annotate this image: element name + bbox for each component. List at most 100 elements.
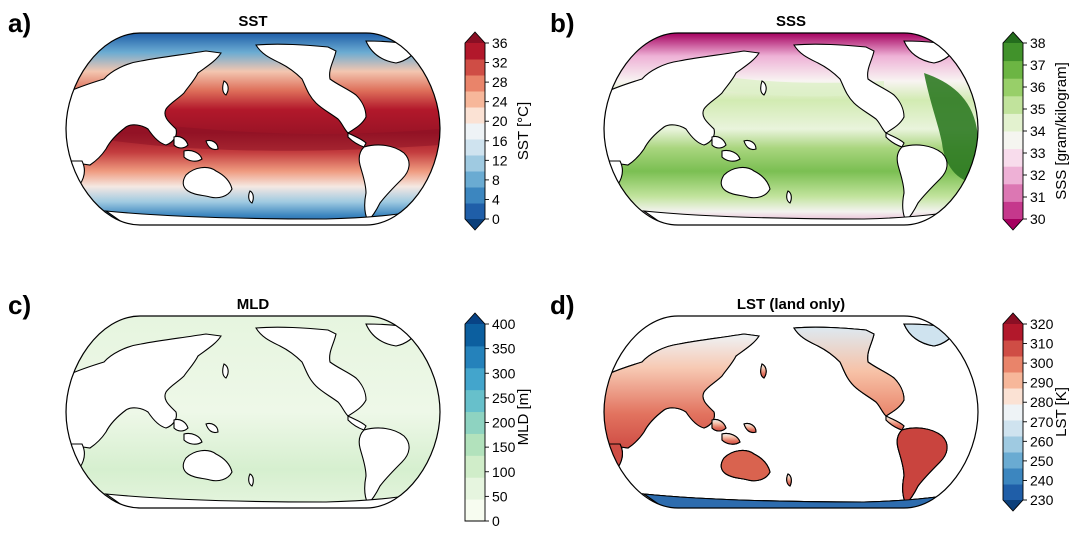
colorbar-tick-label: 35 xyxy=(1030,101,1046,117)
colorbar-tick-label: 31 xyxy=(1030,189,1046,205)
colorbar-tick-label: 150 xyxy=(492,439,516,455)
colorbar-segment xyxy=(465,345,485,369)
colorbar: 230 240 250 260 270 280 290 300 310 320 LST [K] xyxy=(1002,312,1070,512)
colorbar-tick-label: 4 xyxy=(492,191,500,207)
colorbar-segment xyxy=(465,433,485,456)
map xyxy=(603,315,979,509)
map-frame xyxy=(603,32,979,226)
colorbar-segment xyxy=(1003,201,1023,220)
colorbar-segment xyxy=(465,203,485,220)
colorbar-tick-label: 250 xyxy=(492,390,516,406)
colorbar-tick-label: 8 xyxy=(492,172,500,188)
colorbar-segment xyxy=(465,477,485,500)
colorbar-tick-label: 12 xyxy=(492,152,508,168)
colorbar-segment xyxy=(1003,340,1023,357)
colorbar-segment xyxy=(465,91,485,108)
colorbar-segment xyxy=(1003,452,1023,469)
colorbar-segment xyxy=(1003,131,1023,150)
panel-letter: d) xyxy=(550,290,575,320)
map xyxy=(603,32,979,226)
panel-4: d) LST (land only) 230 240 250 260 270 280 290 30… xyxy=(550,290,1070,512)
panel-title: SSS xyxy=(776,13,806,30)
panel-2: b) SSS 30 31 32 33 34 35 36 37 38 SSS [gram/kilogra… xyxy=(550,8,1070,231)
map-frame xyxy=(65,315,441,509)
colorbar-segment xyxy=(465,187,485,204)
colorbar-tick-label: 34 xyxy=(1030,123,1046,139)
colorbar-tick-label: 33 xyxy=(1030,145,1046,161)
colorbar-segment xyxy=(1003,356,1023,373)
colorbar-tick-label: 36 xyxy=(1030,79,1046,95)
colorbar-tick-label: 290 xyxy=(1030,375,1054,391)
colorbar-tick-label: 38 xyxy=(1030,35,1046,51)
colorbar-segment xyxy=(1003,95,1023,114)
colorbar-tick-label: 32 xyxy=(1030,167,1046,183)
colorbar-segment xyxy=(465,171,485,188)
colorbar-segment xyxy=(1003,113,1023,132)
colorbar-tick-label: 0 xyxy=(492,211,500,227)
colorbar: 0 50 100 150 200 250 300 350 400 MLD [m] xyxy=(464,312,532,529)
colorbar-extend-min xyxy=(1003,500,1023,511)
colorbar-extend-max xyxy=(1003,32,1023,43)
colorbar-extend-max xyxy=(1003,313,1023,324)
colorbar-tick-label: 24 xyxy=(492,94,508,110)
colorbar-tick-label: 20 xyxy=(492,113,508,129)
colorbar-tick-label: 350 xyxy=(492,341,516,357)
colorbar-segment xyxy=(465,139,485,156)
colorbar-tick-label: 300 xyxy=(1030,355,1054,371)
colorbar-tick-label: 250 xyxy=(1030,453,1054,469)
colorbar-extend-max xyxy=(465,32,485,43)
colorbar-label: SST [°C] xyxy=(515,102,532,160)
colorbar-segment xyxy=(1003,78,1023,97)
colorbar-segment xyxy=(465,367,485,391)
panel-letter: c) xyxy=(8,290,31,320)
colorbar-tick-label: 230 xyxy=(1030,492,1054,508)
colorbar-segment xyxy=(1003,484,1023,501)
colorbar-segment xyxy=(465,389,485,413)
colorbar-segment xyxy=(1003,436,1023,453)
map xyxy=(65,315,441,509)
colorbar-segment xyxy=(465,43,485,60)
colorbar: 0 4 8 12 16 20 24 28 32 36 SST [°C] xyxy=(464,31,532,231)
colorbar-segment xyxy=(1003,404,1023,421)
colorbar-segment xyxy=(465,324,485,347)
colorbar-segment xyxy=(1003,183,1023,202)
colorbar-tick-label: 260 xyxy=(1030,433,1054,449)
panel-title: LST (land only) xyxy=(737,296,845,313)
colorbar-label: MLD [m] xyxy=(515,389,532,446)
colorbar-segment xyxy=(465,499,485,522)
colorbar-tick-label: 310 xyxy=(1030,336,1054,352)
colorbar-segment xyxy=(1003,372,1023,389)
panel-title: MLD xyxy=(237,296,270,313)
colorbar-tick-label: 400 xyxy=(492,316,516,332)
colorbar-extend-max xyxy=(465,313,485,324)
panel-1: a) SST 0 4 8 12 16 20 24 28 32 36 SST [°C] xyxy=(8,8,532,231)
colorbar-tick-label: 300 xyxy=(492,365,516,381)
colorbar-segment xyxy=(1003,166,1023,185)
colorbar-label: SSS [gram/kilogram] xyxy=(1053,62,1070,200)
colorbar-tick-label: 280 xyxy=(1030,394,1054,410)
panel-letter: b) xyxy=(550,8,575,38)
colorbar-tick-label: 0 xyxy=(492,513,500,529)
colorbar-segment xyxy=(465,123,485,140)
colorbar-segment xyxy=(1003,420,1023,437)
colorbar-tick-label: 32 xyxy=(492,55,508,71)
colorbar-tick-label: 50 xyxy=(492,488,508,504)
colorbar-tick-label: 36 xyxy=(492,35,508,51)
map-frame xyxy=(603,315,979,509)
colorbar-tick-label: 270 xyxy=(1030,414,1054,430)
colorbar-segment xyxy=(465,155,485,172)
colorbar-tick-label: 320 xyxy=(1030,316,1054,332)
colorbar-tick-label: 37 xyxy=(1030,57,1046,73)
colorbar-tick-label: 240 xyxy=(1030,472,1054,488)
colorbar-tick-label: 100 xyxy=(492,464,516,480)
map-frame xyxy=(65,32,441,226)
colorbar-extend-min xyxy=(465,219,485,230)
colorbar-tick-label: 30 xyxy=(1030,211,1046,227)
colorbar-segment xyxy=(1003,60,1023,79)
colorbar: 30 31 32 33 34 35 36 37 38 SSS [gram/kilogram] xyxy=(1002,31,1070,231)
colorbar-segment xyxy=(465,75,485,92)
colorbar-segment xyxy=(1003,468,1023,485)
colorbar-segment xyxy=(465,411,485,434)
colorbar-extend-min xyxy=(1003,219,1023,230)
